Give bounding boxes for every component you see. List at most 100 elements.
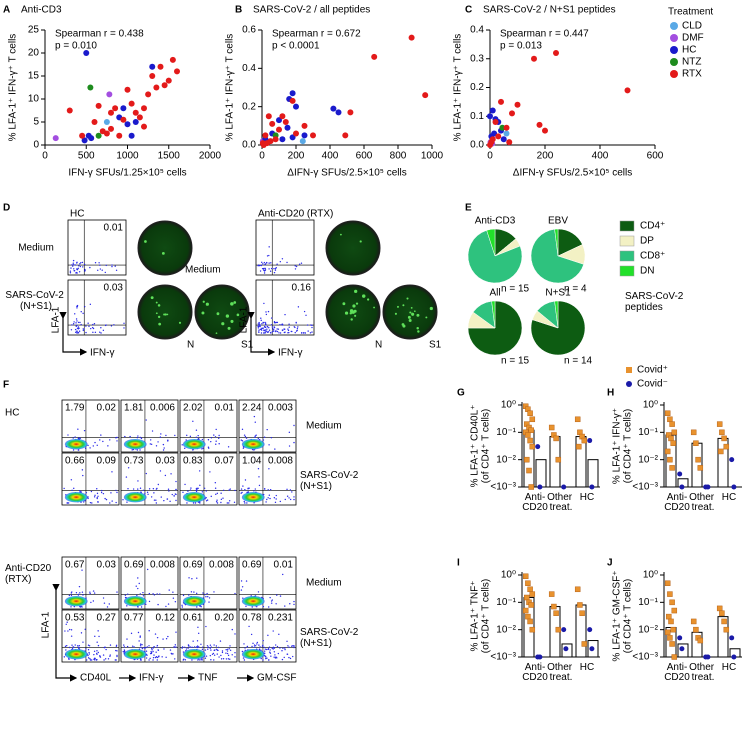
gate-value: 0.77 xyxy=(124,613,144,624)
flow-dot xyxy=(182,594,185,597)
point xyxy=(579,610,585,616)
flow-dot xyxy=(260,332,263,334)
x-tick-label: HC xyxy=(580,662,594,673)
point xyxy=(492,119,499,125)
flow-dot xyxy=(303,310,306,313)
flow-dot xyxy=(116,591,118,593)
flow-dot xyxy=(172,591,174,593)
flow-dot xyxy=(227,654,230,657)
flow-dot xyxy=(221,650,224,652)
flow-dot xyxy=(213,434,215,436)
x-tick-label: Anti-CD20 xyxy=(664,662,690,683)
y-tick-label: 10 xyxy=(28,94,40,105)
point xyxy=(141,105,147,112)
flow-dot xyxy=(141,643,143,646)
group-title: HC xyxy=(70,209,84,220)
y-tick-label: <10⁻³ xyxy=(632,652,658,663)
flow-dot xyxy=(84,269,86,272)
bar xyxy=(717,616,729,658)
gate-value: 0.03 xyxy=(104,283,124,294)
flow-dot xyxy=(146,568,149,571)
flow-dot xyxy=(217,646,220,649)
elispot-spot xyxy=(342,302,346,306)
point xyxy=(531,55,537,62)
legend-swatch xyxy=(619,220,635,232)
flow-dot xyxy=(94,494,96,497)
flow-dot xyxy=(205,490,207,492)
point xyxy=(169,56,176,63)
flow-dot xyxy=(264,326,266,328)
flow-dot xyxy=(195,488,198,490)
legend-label: CD4⁺ xyxy=(640,221,665,232)
flow-dot xyxy=(192,420,194,423)
flow-dot xyxy=(139,436,142,439)
elispot-spot xyxy=(225,314,230,318)
point xyxy=(262,132,269,139)
y-tick-label: 10⁻¹ xyxy=(638,597,658,608)
y-tick-label: 10⁰ xyxy=(643,570,658,581)
flow-dot xyxy=(279,500,282,503)
flow-dot xyxy=(196,489,198,491)
elispot-spot xyxy=(157,304,161,307)
flow-dot xyxy=(73,270,75,272)
point xyxy=(83,50,90,56)
flow-dot xyxy=(191,646,193,649)
elispot-spot xyxy=(344,311,349,315)
flow-dot xyxy=(297,326,299,328)
flow-dot xyxy=(148,600,151,603)
flow-dot xyxy=(155,499,157,501)
flow-dot xyxy=(213,654,216,656)
flow-dot xyxy=(108,603,110,605)
flow-dot xyxy=(253,502,255,504)
flow-dot xyxy=(150,496,153,498)
flow-dot xyxy=(279,332,282,334)
flow-dot xyxy=(244,647,246,649)
flow-dot xyxy=(221,651,224,654)
flow-dot xyxy=(284,328,286,330)
flow-dot xyxy=(267,497,269,499)
flow-dot xyxy=(270,267,273,270)
flow-dot xyxy=(77,449,79,451)
flow-dot xyxy=(137,587,139,590)
flow-dot xyxy=(79,263,81,265)
flow-dot xyxy=(81,261,84,264)
flow-dot xyxy=(77,326,80,328)
flow-dot xyxy=(281,650,283,652)
flow-dot xyxy=(155,445,158,447)
elispot-spot xyxy=(429,306,433,311)
flow-dot xyxy=(126,501,128,503)
flow-dot xyxy=(273,497,276,499)
flow-density xyxy=(182,649,206,660)
flow-dot xyxy=(96,650,98,652)
flow-dot xyxy=(225,649,227,651)
flow-dot xyxy=(300,332,303,334)
flow-dot xyxy=(296,329,299,331)
flow-dot xyxy=(81,591,84,593)
flow-dot xyxy=(104,658,107,660)
point xyxy=(553,435,559,442)
flow-dot xyxy=(256,643,258,645)
flow-dot xyxy=(222,489,225,492)
x-tick-label: 1000 xyxy=(116,151,139,162)
flow-dot xyxy=(98,262,100,264)
flow-dot xyxy=(79,321,81,324)
flow-dot xyxy=(253,449,255,451)
y-tick-label: 0.1 xyxy=(470,111,484,122)
flow-dot xyxy=(289,566,291,568)
flow-dot xyxy=(304,332,307,334)
elispot-spot xyxy=(411,312,415,316)
flow-dot xyxy=(258,264,261,267)
y-tick-label: 10⁻² xyxy=(638,454,658,465)
point xyxy=(669,641,675,647)
flow-dot xyxy=(267,634,269,637)
gate-value: 0.69 xyxy=(242,560,262,571)
point xyxy=(289,90,296,97)
flow-dot xyxy=(187,490,189,492)
flow-dot xyxy=(268,268,270,270)
flow-dot xyxy=(96,492,99,495)
flow-dot xyxy=(130,632,133,635)
flow-dot xyxy=(156,593,158,595)
point xyxy=(81,137,88,144)
gate-value: 0.008 xyxy=(268,456,293,467)
point xyxy=(581,641,588,647)
